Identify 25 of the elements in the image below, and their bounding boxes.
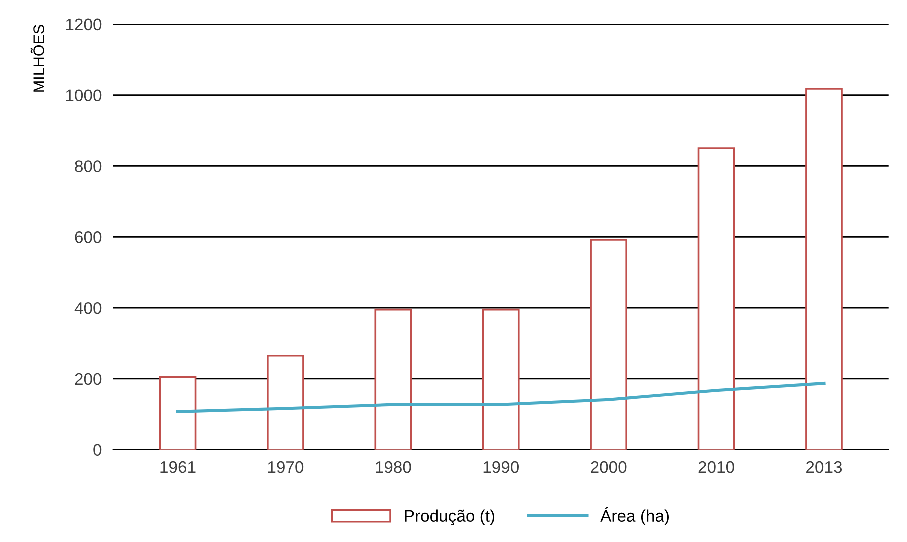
y-tick-label: 200 — [75, 373, 102, 386]
x-tick-label: 1970 — [268, 461, 304, 474]
bar — [159, 376, 197, 450]
bar — [590, 239, 628, 450]
x-tick-label: 2010 — [698, 461, 734, 474]
y-tick-label: 1200 — [66, 18, 102, 31]
y-tick-label: 0 — [94, 444, 102, 456]
x-tick-label: 1990 — [484, 461, 520, 474]
x-tick-label: 1961 — [160, 461, 196, 474]
bar — [806, 88, 843, 450]
x-tick-label: 2013 — [806, 461, 842, 474]
x-tick-label: 1980 — [376, 461, 412, 474]
bar — [698, 148, 736, 450]
bar — [267, 354, 304, 450]
x-tick-label: 2000 — [591, 461, 627, 474]
y-tick-label: 600 — [75, 232, 102, 244]
bar — [482, 308, 520, 450]
line-series — [176, 382, 826, 414]
legend-label: Área (ha) — [600, 507, 670, 526]
y-axis-title: MILHÕES — [30, 25, 44, 92]
y-tick-label: 1000 — [66, 90, 102, 102]
y-tick-label: 800 — [75, 160, 102, 172]
bar — [374, 308, 412, 450]
y-tick-label: 400 — [74, 302, 102, 314]
legend-label: Produção (t) — [405, 510, 495, 526]
